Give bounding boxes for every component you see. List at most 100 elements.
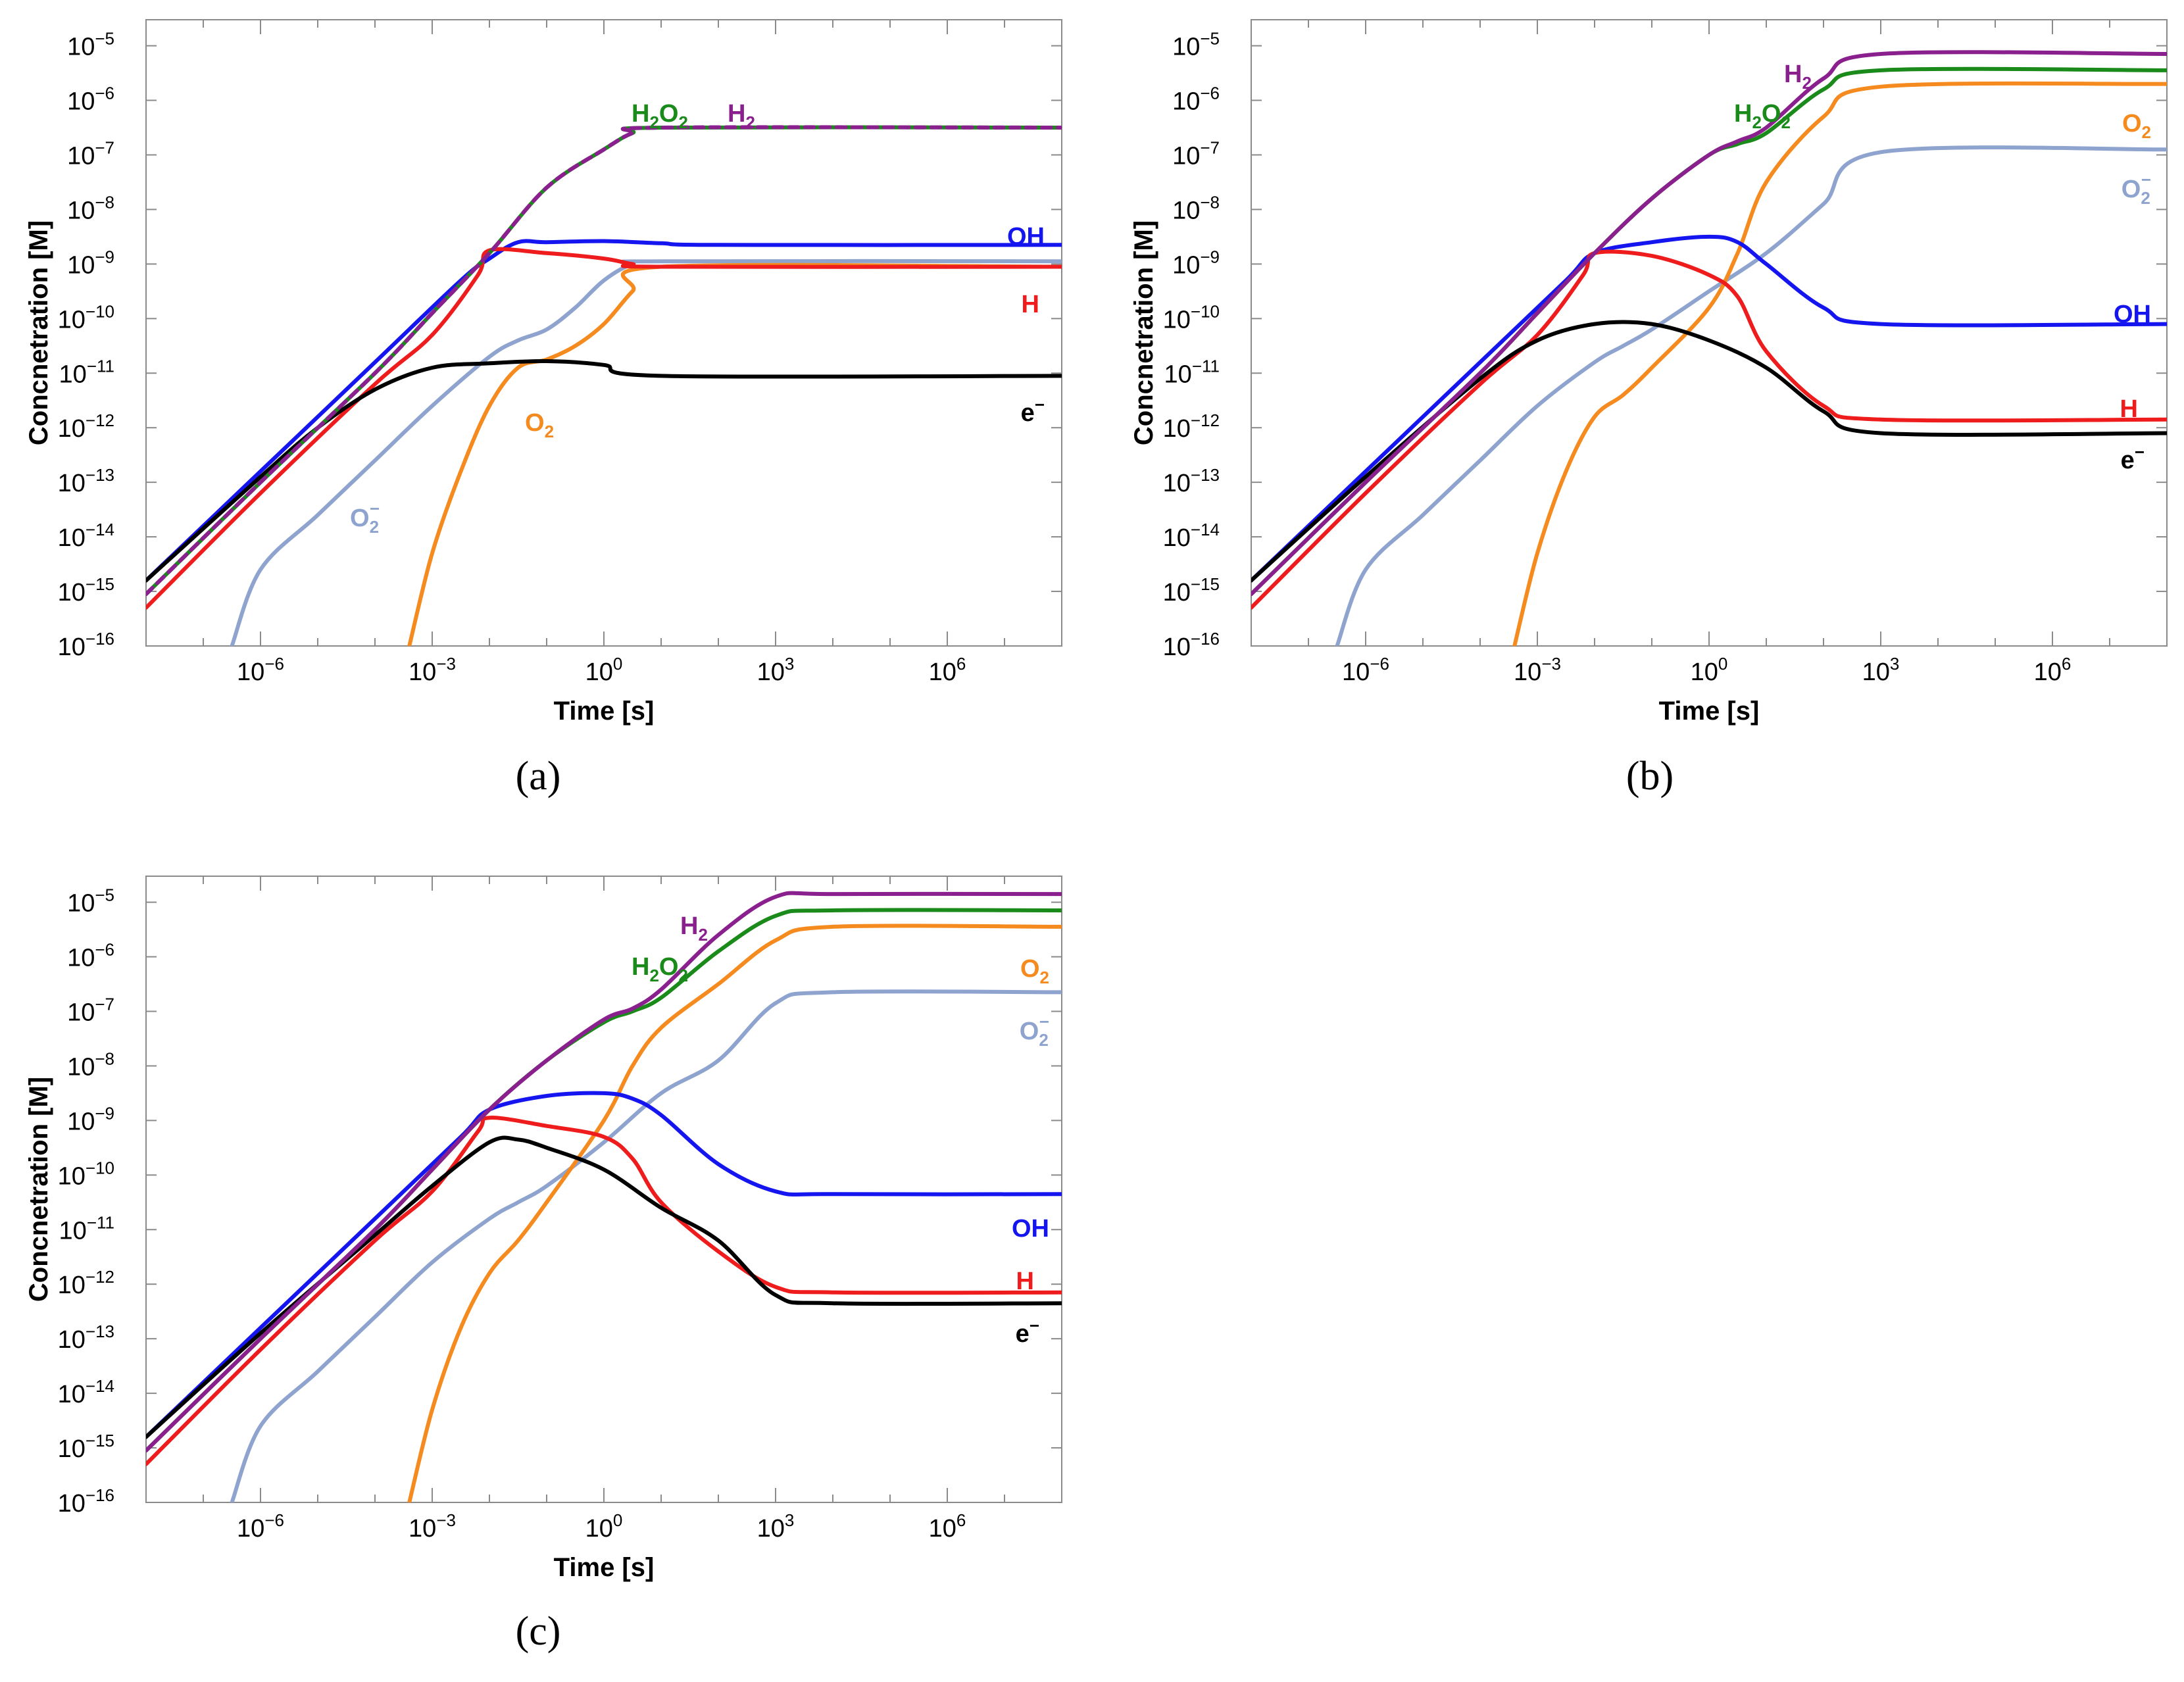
panel-b: 10−6 10−3 100 103 106 10−16 10−15 10−14 10−13 10−… bbox=[1129, 19, 2168, 799]
plot-frame bbox=[1251, 19, 2168, 647]
x-axis-title: Time [s] bbox=[554, 697, 655, 726]
series-label-e-minus: e− bbox=[2121, 442, 2145, 474]
series-label-o2-minus: O2− bbox=[350, 499, 380, 537]
y-tick-label: 10−16 bbox=[58, 1485, 114, 1518]
y-tick-label: 10−12 bbox=[58, 1267, 114, 1299]
y-tick-label: 10−12 bbox=[58, 410, 114, 443]
y-tick-label: 10−6 bbox=[67, 84, 114, 116]
y-tick-label: 10−7 bbox=[67, 137, 114, 170]
y-tick-label: 10−7 bbox=[67, 994, 114, 1026]
y-tick-label: 10−11 bbox=[59, 1212, 114, 1245]
series-line-h2o2 bbox=[146, 125, 1062, 597]
series-line-h bbox=[146, 247, 1062, 610]
series-line-o2 bbox=[407, 924, 1062, 1502]
x-tick-label: 103 bbox=[757, 1510, 795, 1543]
series-label-oh: OH bbox=[1012, 1215, 1049, 1243]
y-tick-label: 10−8 bbox=[67, 1049, 114, 1081]
series-line-h2 bbox=[146, 891, 1062, 1453]
x-axis-title: Time [s] bbox=[1659, 697, 1760, 726]
y-tick-label: 10−9 bbox=[1172, 247, 1220, 279]
y-tick-label: 10−7 bbox=[1172, 137, 1220, 170]
series-label-o2: O2 bbox=[525, 409, 554, 441]
series-label-oh: OH bbox=[2114, 301, 2151, 328]
y-tick-label: 10−13 bbox=[58, 465, 114, 497]
series-line-h2 bbox=[1251, 50, 2167, 597]
series-label-o2: O2 bbox=[2122, 110, 2151, 142]
x-tick-label: 10−6 bbox=[237, 654, 284, 686]
series-line-oh bbox=[146, 239, 1062, 583]
panel-caption: (a) bbox=[516, 754, 561, 799]
y-tick-label: 10−13 bbox=[58, 1322, 114, 1354]
y-tick-label: 10−15 bbox=[58, 574, 114, 606]
y-tick-label: 10−12 bbox=[1163, 410, 1220, 443]
x-tick-label: 106 bbox=[2034, 654, 2072, 686]
series-label-h2o2: H2O2 bbox=[1734, 100, 1791, 132]
plot-frame bbox=[145, 19, 1062, 647]
series-label-oh: OH bbox=[1007, 223, 1045, 251]
y-tick-label: 10−13 bbox=[1163, 465, 1220, 497]
series-label-o2-minus: O2− bbox=[2122, 170, 2151, 208]
series-label-h2o2: H2O2 bbox=[632, 953, 688, 985]
series-group bbox=[146, 125, 1062, 646]
x-axis-title: Time [s] bbox=[554, 1553, 655, 1582]
series-line-o2-minus bbox=[1335, 145, 2167, 646]
y-tick-label: 10−15 bbox=[1163, 574, 1220, 606]
series-line-o2-minus bbox=[230, 989, 1062, 1502]
x-tick-label: 103 bbox=[1862, 654, 1900, 686]
series-label-h: H bbox=[1022, 291, 1039, 318]
series-line-oh bbox=[1251, 234, 2167, 583]
x-tick-label: 100 bbox=[585, 654, 623, 686]
panel-caption: (c) bbox=[516, 1609, 561, 1654]
panel-caption: (b) bbox=[1626, 754, 1674, 799]
y-tick-label: 10−11 bbox=[59, 356, 114, 388]
x-tick-label: 10−6 bbox=[1342, 654, 1389, 686]
plot-frame bbox=[145, 876, 1062, 1503]
series-line-e-minus bbox=[146, 359, 1062, 583]
series-line-h bbox=[1251, 249, 2167, 610]
series-label-h2: H2 bbox=[1784, 61, 1812, 93]
x-tick-label: 10−3 bbox=[409, 1510, 456, 1543]
y-axis-title: Concnetration [M] bbox=[24, 1077, 53, 1302]
series-label-h: H bbox=[1016, 1268, 1034, 1295]
series-label-o2: O2 bbox=[1020, 955, 1049, 987]
series-group bbox=[146, 891, 1062, 1502]
y-tick-label: 10−10 bbox=[58, 1158, 114, 1190]
series-label-o2-minus: O2− bbox=[1020, 1012, 1049, 1050]
series-label-h: H bbox=[2120, 395, 2138, 423]
panel-a: 10−6 10−3 100 103 106 10−16 10−15 10−14 10−13 10−… bbox=[24, 19, 1062, 799]
y-tick-label: 10−5 bbox=[1172, 29, 1220, 61]
y-tick-label: 10−15 bbox=[58, 1431, 114, 1463]
series-line-o2 bbox=[407, 262, 1062, 646]
y-tick-label: 10−16 bbox=[1163, 629, 1220, 661]
series-line-oh bbox=[146, 1091, 1062, 1439]
series-line-h2 bbox=[146, 125, 1062, 597]
series-line-o2-minus bbox=[230, 259, 1062, 646]
x-tick-label: 106 bbox=[929, 654, 966, 686]
y-tick-label: 10−9 bbox=[67, 1103, 114, 1135]
series-label-e-minus: e− bbox=[1021, 395, 1045, 427]
series-label-e-minus: e− bbox=[1016, 1316, 1039, 1348]
y-tick-label: 10−14 bbox=[58, 520, 114, 552]
series-line-h bbox=[146, 1116, 1062, 1466]
x-tick-label: 100 bbox=[1691, 654, 1728, 686]
y-tick-label: 10−10 bbox=[58, 301, 114, 334]
x-tick-label: 100 bbox=[585, 1510, 623, 1543]
y-tick-label: 10−8 bbox=[67, 192, 114, 224]
x-tick-label: 106 bbox=[929, 1510, 966, 1543]
y-tick-label: 10−5 bbox=[67, 29, 114, 61]
y-tick-label: 10−16 bbox=[58, 629, 114, 661]
x-tick-label: 10−3 bbox=[409, 654, 456, 686]
x-tick-label: 10−3 bbox=[1514, 654, 1561, 686]
series-label-h2: H2 bbox=[728, 100, 755, 132]
y-tick-label: 10−14 bbox=[58, 1376, 114, 1408]
series-line-e-minus bbox=[146, 1135, 1062, 1439]
series-group bbox=[1251, 50, 2167, 646]
y-tick-label: 10−11 bbox=[1164, 356, 1220, 388]
y-axis-title: Concnetration [M] bbox=[1129, 220, 1158, 445]
y-tick-label: 10−14 bbox=[1163, 520, 1220, 552]
x-tick-label: 103 bbox=[757, 654, 795, 686]
y-tick-label: 10−6 bbox=[1172, 84, 1220, 116]
panel-c: 10−6 10−3 100 103 106 10−16 10−15 10−14 10−13 10−… bbox=[24, 876, 1062, 1654]
y-tick-label: 10−10 bbox=[1163, 301, 1220, 334]
